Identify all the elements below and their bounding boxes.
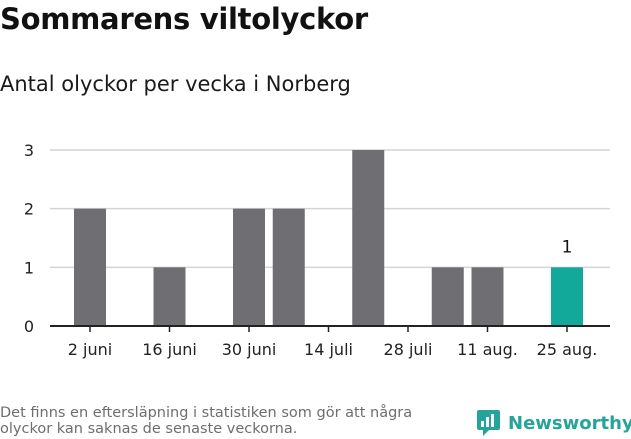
newsworthy-logo: Newsworthy (476, 409, 631, 437)
y-tick-label: 2 (24, 200, 34, 219)
newsworthy-logo-icon (477, 410, 500, 436)
y-tick-label: 0 (24, 317, 34, 336)
x-tick-label: 16 juni (142, 340, 197, 359)
bar (352, 150, 385, 326)
x-tick-label: 25 aug. (537, 340, 598, 359)
x-tick-label: 28 juli (384, 340, 433, 359)
chart-title: Sommarens viltolyckor (0, 2, 368, 36)
chart-subtitle: Antal olyckor per vecka i Norberg (0, 72, 351, 96)
bar (471, 267, 504, 326)
bar (153, 267, 186, 326)
bar-highlighted (551, 267, 583, 326)
bar (233, 208, 265, 326)
bar (74, 208, 106, 326)
x-tick-label: 14 juli (304, 340, 353, 359)
y-tick-label: 3 (24, 141, 34, 160)
footnote: Det finns en eftersläpning i statistiken… (0, 405, 413, 437)
x-tick-label: 11 aug. (457, 340, 518, 359)
bar-chart: 0 1 2 3 1 2 juni 16 juni 30 juni 14 juli 28 juli 1… (24, 141, 610, 359)
bar (431, 267, 464, 326)
bar (272, 208, 305, 326)
data-label: 1 (562, 237, 573, 257)
x-tick-label: 2 juni (68, 340, 112, 359)
y-tick-label: 1 (24, 258, 34, 277)
x-tick-label: 30 juni (222, 340, 277, 359)
newsworthy-logo-text: Newsworthy (508, 412, 631, 434)
